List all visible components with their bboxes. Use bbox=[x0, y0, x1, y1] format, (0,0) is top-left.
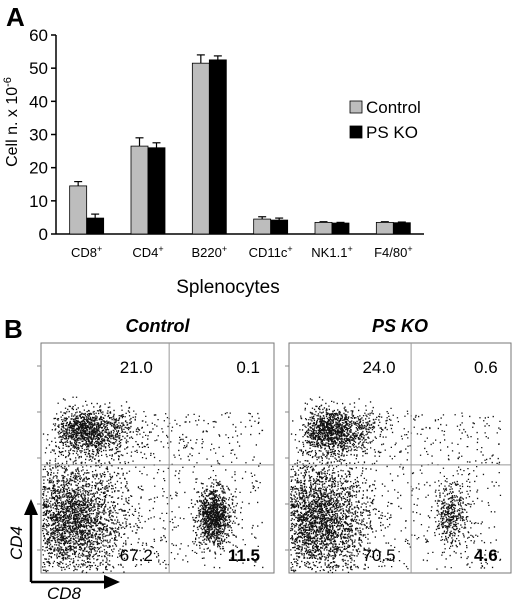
panel-b-label: B bbox=[4, 314, 23, 344]
bar-chart-legend: Control PS KO bbox=[349, 98, 421, 142]
flow-plot-control: Control 21.0 0.1 67.2 11.5 bbox=[37, 316, 275, 574]
bar-ps-ko bbox=[392, 222, 411, 235]
y-tick-label: 10 bbox=[29, 192, 48, 211]
y-tick-label: 50 bbox=[29, 59, 48, 78]
quadrant-top-right: 0.6 bbox=[474, 358, 498, 377]
axis-arrows: CD4 CD8 bbox=[7, 499, 120, 603]
panel-a-label: A bbox=[6, 2, 25, 32]
flow-plot-title: PS KO bbox=[372, 316, 428, 336]
quadrant-top-left: 24.0 bbox=[362, 358, 395, 377]
quadrant-bottom-left: 67.2 bbox=[120, 546, 153, 565]
bar-control bbox=[130, 145, 149, 235]
y-tick-label: 30 bbox=[29, 126, 48, 145]
plot-frame bbox=[40, 342, 275, 574]
x-tick-label: CD11c+ bbox=[249, 244, 293, 260]
bar-chart: 0 10 20 30 40 50 60 CD8+ CD4+ B220+ CD11c+ NK1.1+ F… bbox=[2, 26, 424, 298]
y-tick-label: 0 bbox=[39, 225, 48, 244]
y-tick-label: 40 bbox=[29, 92, 48, 111]
bar-chart-error-bars bbox=[74, 54, 406, 224]
quadrant-bottom-right: 11.5 bbox=[228, 546, 260, 565]
x-tick-label: F4/80+ bbox=[374, 244, 413, 260]
legend-swatch bbox=[349, 100, 363, 114]
bar-chart-x-label: Splenocytes bbox=[176, 277, 280, 298]
flow-plots: Control 21.0 0.1 67.2 11.5 PS KO 24.0 0.6 70.5 4.… bbox=[37, 316, 512, 574]
bar-control bbox=[69, 185, 88, 235]
x-tick-label: NK1.1+ bbox=[311, 244, 352, 260]
bar-ps-ko bbox=[270, 219, 289, 235]
bar-control bbox=[375, 221, 394, 235]
cd8-axis-label: CD8 bbox=[47, 584, 82, 603]
bar-control bbox=[253, 218, 272, 235]
dot-cloud bbox=[42, 396, 264, 574]
flow-plot-title: Control bbox=[126, 316, 191, 336]
cd4-axis-label: CD4 bbox=[7, 526, 26, 560]
bar-ps-ko bbox=[147, 147, 166, 235]
x-tick-label: CD8+ bbox=[71, 244, 102, 260]
bar-chart-bars bbox=[69, 59, 411, 235]
bar-ps-ko bbox=[331, 222, 350, 235]
quadrant-bottom-right: 4.6 bbox=[474, 546, 498, 565]
y-tick-label: 60 bbox=[29, 26, 48, 45]
bar-control bbox=[314, 221, 333, 235]
y-tick-label: 20 bbox=[29, 159, 48, 178]
legend-swatch bbox=[349, 125, 363, 139]
flow-plot-ps-ko: PS KO 24.0 0.6 70.5 4.6 bbox=[285, 316, 512, 574]
legend-label: PS KO bbox=[366, 123, 418, 142]
bar-chart-y-ticks: 0 10 20 30 40 50 60 bbox=[29, 26, 56, 244]
cd4-arrow-head bbox=[24, 499, 38, 515]
legend-label: Control bbox=[366, 98, 421, 117]
bar-control bbox=[191, 62, 210, 235]
quadrant-top-right: 0.1 bbox=[236, 358, 260, 377]
cd8-arrow-head bbox=[104, 575, 120, 589]
bar-chart-x-ticks: CD8+ CD4+ B220+ CD11c+ NK1.1+ F4/80+ bbox=[71, 244, 413, 260]
quadrant-bottom-left: 70.5 bbox=[362, 546, 395, 565]
bar-ps-ko bbox=[86, 217, 105, 235]
bar-ps-ko bbox=[208, 59, 227, 235]
bar-chart-y-label: Cell n. x 10-6 bbox=[2, 77, 21, 167]
x-tick-label: CD4+ bbox=[132, 244, 163, 260]
dot-cloud bbox=[290, 396, 502, 574]
quadrant-top-left: 21.0 bbox=[120, 358, 153, 377]
x-tick-label: B220+ bbox=[192, 244, 228, 260]
